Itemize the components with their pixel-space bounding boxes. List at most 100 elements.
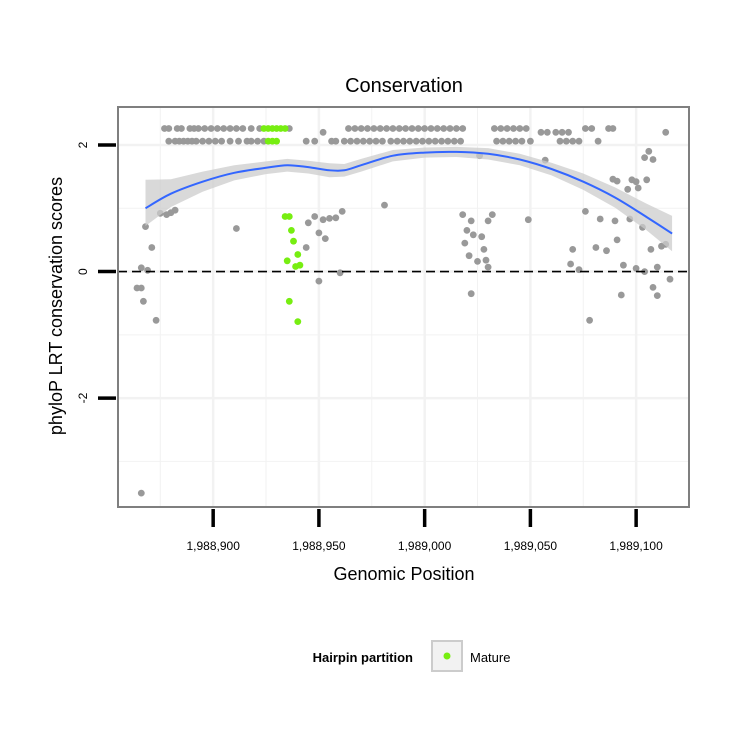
x-tick-label: 1,988,950 (292, 539, 346, 553)
data-point (632, 265, 640, 272)
data-point (315, 229, 323, 237)
data-point (304, 219, 312, 227)
data-point (505, 137, 513, 145)
data-point (522, 125, 530, 132)
data-point (453, 125, 460, 132)
data-point (653, 292, 661, 299)
data-point (603, 247, 610, 255)
data-point (207, 125, 215, 132)
data-point (340, 137, 348, 145)
data-point (226, 137, 234, 145)
data-point (383, 125, 390, 132)
data-point (137, 284, 145, 292)
data-point (474, 258, 481, 265)
data-point (376, 125, 384, 132)
data-point (480, 246, 488, 253)
data-point (482, 256, 490, 264)
data-point (556, 137, 564, 145)
data-point (332, 137, 340, 145)
data-point (178, 125, 185, 132)
data-point (518, 137, 526, 145)
data-point (408, 125, 416, 132)
data-point (379, 137, 386, 145)
data-point (634, 184, 642, 192)
data-point (233, 225, 240, 232)
data-point (438, 137, 445, 145)
x-tick-label: 1,988,900 (187, 539, 241, 553)
panel-background (118, 107, 689, 507)
data-point (609, 125, 617, 132)
data-point (370, 125, 378, 132)
legend-key-mature (443, 652, 451, 660)
data-point (459, 125, 467, 132)
data-point (446, 125, 454, 132)
data-point (649, 284, 657, 291)
x-axis: 1,988,900 1,988,950 1,989,000 1,989,050 1,98… (187, 509, 663, 553)
data-point (393, 137, 401, 145)
data-point (465, 252, 473, 260)
data-point (144, 266, 152, 274)
data-point (347, 137, 354, 145)
data-point (558, 128, 566, 136)
data-point (643, 176, 651, 184)
data-point (632, 178, 640, 186)
data-point (592, 244, 600, 251)
data-point (512, 137, 519, 145)
data-point (311, 213, 319, 220)
data-point (562, 137, 570, 145)
data-point (662, 128, 670, 136)
data-point (359, 137, 367, 145)
x-tick-label: 1,989,000 (398, 539, 452, 553)
data-point (414, 125, 422, 132)
data-point (239, 125, 247, 132)
data-point (493, 137, 500, 145)
data-point (226, 125, 234, 132)
data-point (457, 137, 464, 145)
data-point (201, 125, 209, 132)
data-point (235, 137, 242, 145)
data-point (205, 137, 213, 145)
chart-title: Conservation (345, 75, 463, 97)
data-point (488, 211, 496, 219)
data-point (302, 244, 310, 251)
data-point (254, 137, 261, 145)
data-point (292, 263, 299, 270)
data-point (624, 185, 632, 193)
data-point (357, 125, 365, 132)
data-point (412, 137, 420, 145)
data-point (372, 137, 380, 145)
data-point (467, 217, 475, 225)
data-point (419, 137, 426, 145)
data-point (499, 137, 507, 145)
data-point (137, 489, 145, 497)
data-point (484, 263, 492, 271)
series-mature (260, 125, 304, 325)
data-point (366, 137, 374, 145)
data-point (406, 137, 414, 145)
data-point (353, 137, 361, 145)
y-tick-label: 0 (76, 268, 90, 275)
data-point (461, 239, 469, 247)
data-point (332, 214, 340, 222)
data-point (195, 125, 202, 132)
data-point (387, 137, 395, 145)
plot-panel (117, 106, 690, 508)
data-point (389, 125, 397, 132)
y-tick-label: 2 (76, 141, 90, 148)
data-point (467, 290, 475, 298)
data-point (666, 275, 674, 283)
data-point (152, 316, 160, 324)
data-point (364, 125, 371, 132)
data-point (459, 211, 467, 219)
data-point (142, 223, 149, 231)
data-point (319, 128, 327, 136)
data-point (294, 318, 302, 325)
data-point (400, 137, 407, 145)
data-point (582, 208, 589, 215)
data-point (478, 233, 486, 241)
legend-title: Hairpin partition (313, 650, 413, 665)
data-point (575, 137, 583, 145)
data-point (596, 215, 604, 223)
data-point (524, 216, 532, 224)
data-point (381, 201, 388, 209)
